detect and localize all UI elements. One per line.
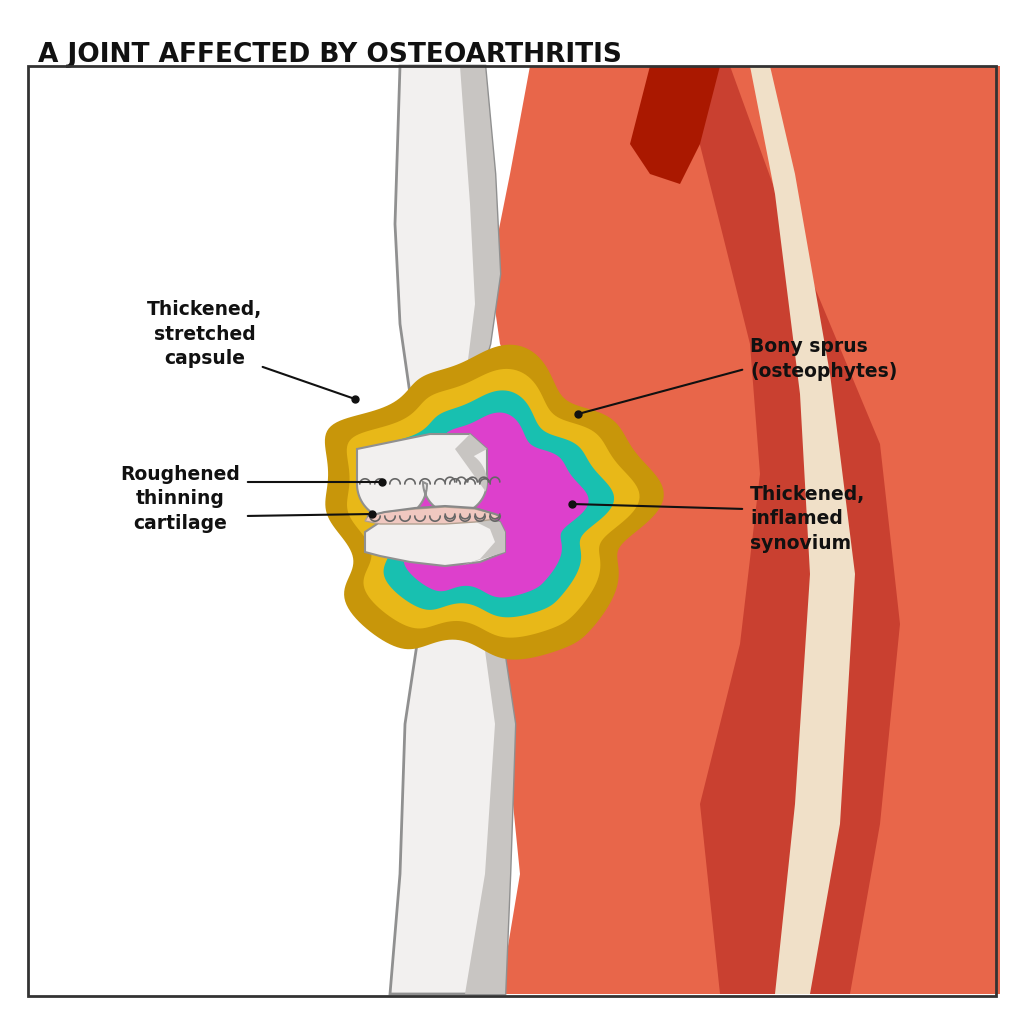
Polygon shape: [390, 549, 515, 994]
Polygon shape: [455, 434, 487, 492]
Polygon shape: [370, 390, 614, 617]
Text: Bony sprus
(osteophytes): Bony sprus (osteophytes): [750, 337, 897, 381]
Text: Roughened
thinning
cartilage: Roughened thinning cartilage: [120, 465, 240, 532]
Text: A JOINT AFFECTED BY OSTEOARTHRITIS: A JOINT AFFECTED BY OSTEOARTHRITIS: [38, 42, 622, 68]
Polygon shape: [680, 66, 900, 994]
Polygon shape: [327, 346, 663, 657]
Polygon shape: [365, 514, 505, 566]
Polygon shape: [357, 434, 487, 519]
Polygon shape: [445, 66, 500, 469]
Polygon shape: [490, 66, 1000, 994]
Polygon shape: [630, 66, 720, 184]
Text: Thickened,
stretched
capsule: Thickened, stretched capsule: [147, 300, 262, 368]
Text: Thickened,
inflamed
synovium: Thickened, inflamed synovium: [750, 485, 865, 553]
Polygon shape: [395, 66, 500, 469]
Polygon shape: [392, 413, 589, 597]
Polygon shape: [750, 66, 855, 994]
Polygon shape: [460, 549, 515, 994]
Polygon shape: [460, 514, 505, 566]
Polygon shape: [347, 369, 640, 638]
Polygon shape: [365, 507, 500, 524]
